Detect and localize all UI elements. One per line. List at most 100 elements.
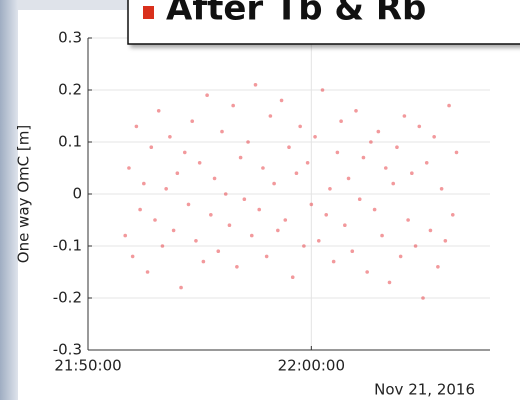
point [305, 161, 310, 165]
point [257, 207, 262, 212]
point [346, 176, 351, 181]
point [421, 296, 425, 300]
point [160, 244, 165, 248]
point [398, 254, 403, 259]
point [264, 254, 269, 259]
point [235, 265, 239, 269]
point [447, 103, 451, 108]
slide-edge [0, 0, 18, 400]
point [130, 254, 135, 259]
point [268, 114, 273, 118]
point [249, 233, 254, 238]
point [205, 93, 209, 97]
point [395, 145, 399, 149]
point [220, 129, 224, 134]
point [454, 150, 459, 155]
point [127, 166, 131, 170]
point [450, 213, 455, 217]
point [376, 129, 381, 134]
point [279, 98, 284, 103]
point [212, 176, 217, 181]
point [320, 88, 325, 92]
point [294, 171, 299, 175]
point [242, 197, 247, 201]
point [287, 145, 291, 149]
title-frame [127, 0, 520, 45]
point [298, 124, 302, 129]
point [309, 202, 314, 207]
point [186, 202, 191, 207]
point [261, 166, 265, 170]
point [123, 233, 128, 238]
point [335, 150, 340, 155]
point [331, 259, 336, 264]
point [313, 135, 317, 139]
point [383, 166, 388, 170]
point [168, 135, 172, 139]
point [410, 171, 414, 175]
point [171, 228, 176, 233]
point [223, 192, 228, 196]
date-label: Nov 21, 2016 [374, 381, 475, 399]
point [424, 161, 429, 165]
point [194, 239, 198, 243]
point [216, 249, 221, 253]
point [402, 114, 407, 118]
point [324, 213, 329, 217]
point [343, 223, 347, 227]
point [153, 218, 157, 222]
point [179, 285, 183, 290]
title-box [127, 0, 520, 45]
point [369, 140, 373, 144]
point [290, 275, 295, 280]
x-tick-label: 22:00:00 [278, 357, 345, 375]
point [354, 109, 358, 113]
point [339, 119, 343, 123]
point [156, 109, 161, 113]
point [197, 161, 202, 165]
y-tick-label: -0.1 [53, 237, 82, 255]
point [142, 181, 146, 186]
point [209, 213, 213, 217]
point [361, 155, 366, 160]
x-tick-label: 21:50:00 [54, 357, 121, 375]
point [302, 244, 306, 248]
y-tick-label: -0.3 [53, 341, 82, 359]
y-tick-label: 0.2 [58, 81, 82, 99]
point [328, 187, 332, 191]
point [428, 228, 433, 233]
point [387, 280, 392, 285]
point [182, 150, 187, 155]
point [350, 249, 355, 253]
title-bullet [143, 6, 154, 19]
point [201, 259, 206, 264]
point [190, 119, 195, 123]
y-tick-label: 0.1 [58, 133, 82, 151]
point [372, 207, 377, 212]
slide-title: After Tb & Rb [166, 0, 426, 29]
point [413, 244, 418, 248]
point [283, 218, 288, 222]
point [443, 239, 448, 243]
point [164, 187, 168, 191]
point [417, 124, 422, 129]
point [380, 233, 384, 238]
point [365, 270, 369, 274]
point [134, 124, 139, 129]
point [272, 181, 276, 186]
point [276, 228, 280, 233]
point [227, 223, 232, 227]
point [246, 140, 250, 144]
point [149, 145, 154, 149]
point [439, 187, 444, 191]
y-tick-label: 0 [72, 185, 82, 203]
y-tick-label: 0.3 [58, 29, 82, 47]
point [253, 83, 258, 87]
y-axis-label: One way OmC [m] [15, 125, 33, 263]
point [145, 270, 150, 274]
plot-area: 0.3 0.2 0.1 0 -0.1 -0.2 -0.321:50:00 22:00:00 [53, 29, 490, 375]
point [357, 197, 362, 201]
point [316, 239, 321, 243]
